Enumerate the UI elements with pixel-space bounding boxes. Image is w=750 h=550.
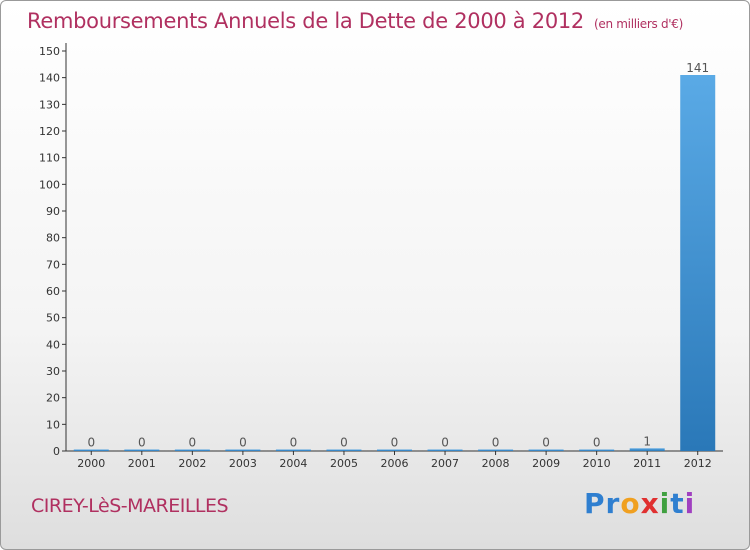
y-tick-label: 140 bbox=[39, 72, 60, 85]
bar bbox=[680, 75, 716, 451]
data-label: 0 bbox=[492, 436, 500, 450]
proxiti-logo: Proxiti bbox=[584, 487, 695, 520]
bar bbox=[275, 449, 311, 451]
x-tick-label: 2003 bbox=[229, 457, 257, 470]
bar bbox=[225, 449, 261, 451]
logo-part-2: o bbox=[620, 487, 641, 520]
x-tick-label: 2001 bbox=[128, 457, 156, 470]
data-label: 0 bbox=[138, 436, 146, 450]
data-label: 0 bbox=[441, 436, 449, 450]
y-tick-label: 50 bbox=[46, 312, 60, 325]
data-label: 0 bbox=[391, 436, 399, 450]
bar bbox=[73, 449, 109, 451]
x-tick-label: 2000 bbox=[77, 457, 105, 470]
y-tick-label: 10 bbox=[46, 418, 60, 431]
chart-title-text: Remboursements Annuels de la Dette de 20… bbox=[27, 9, 584, 33]
data-label: 0 bbox=[542, 436, 550, 450]
bar bbox=[124, 449, 160, 451]
logo-part-6: i bbox=[684, 487, 696, 520]
bar bbox=[427, 449, 463, 451]
bar bbox=[174, 449, 210, 451]
bar bbox=[478, 449, 514, 451]
logo-part-4: i bbox=[659, 487, 671, 520]
data-label: 0 bbox=[189, 436, 197, 450]
data-label: 0 bbox=[290, 436, 298, 450]
data-label: 0 bbox=[340, 436, 348, 450]
bar bbox=[528, 449, 564, 451]
x-tick-label: 2012 bbox=[684, 457, 712, 470]
logo-part-5: t bbox=[670, 487, 685, 520]
y-tick-label: 110 bbox=[39, 152, 60, 165]
y-tick-label: 0 bbox=[53, 445, 60, 458]
y-tick-label: 150 bbox=[39, 45, 60, 58]
bar bbox=[377, 449, 412, 451]
y-tick-label: 130 bbox=[39, 98, 60, 111]
y-tick-label: 40 bbox=[46, 338, 60, 351]
x-tick-label: 2007 bbox=[431, 457, 459, 470]
data-label: 0 bbox=[239, 436, 247, 450]
chart-unit-label: (en milliers d'€) bbox=[594, 17, 684, 31]
bar bbox=[629, 448, 665, 451]
x-tick-label: 2011 bbox=[633, 457, 661, 470]
x-tick-label: 2009 bbox=[532, 457, 560, 470]
x-tick-label: 2005 bbox=[330, 457, 358, 470]
x-tick-label: 2006 bbox=[381, 457, 409, 470]
data-label: 0 bbox=[87, 436, 95, 450]
y-tick-label: 20 bbox=[46, 392, 60, 405]
logo-part-1: Pr bbox=[584, 487, 621, 520]
y-tick-label: 90 bbox=[46, 205, 60, 218]
bar bbox=[326, 449, 362, 451]
logo-part-3: x bbox=[640, 487, 660, 520]
x-tick-label: 2002 bbox=[178, 457, 206, 470]
data-label: 0 bbox=[593, 436, 601, 450]
town-name: CIREY-LèS-MAREILLES bbox=[31, 495, 229, 517]
y-tick-label: 70 bbox=[46, 258, 60, 271]
y-tick-label: 60 bbox=[46, 285, 60, 298]
y-tick-label: 80 bbox=[46, 232, 60, 245]
data-label: 141 bbox=[686, 61, 709, 75]
chart-title: Remboursements Annuels de la Dette de 20… bbox=[27, 9, 683, 33]
x-tick-label: 2010 bbox=[583, 457, 611, 470]
data-label: 1 bbox=[643, 434, 651, 448]
x-tick-label: 2004 bbox=[279, 457, 307, 470]
bar bbox=[579, 449, 615, 451]
y-tick-label: 100 bbox=[39, 178, 60, 191]
x-tick-label: 2008 bbox=[482, 457, 510, 470]
y-tick-label: 30 bbox=[46, 365, 60, 378]
y-tick-label: 120 bbox=[39, 125, 60, 138]
